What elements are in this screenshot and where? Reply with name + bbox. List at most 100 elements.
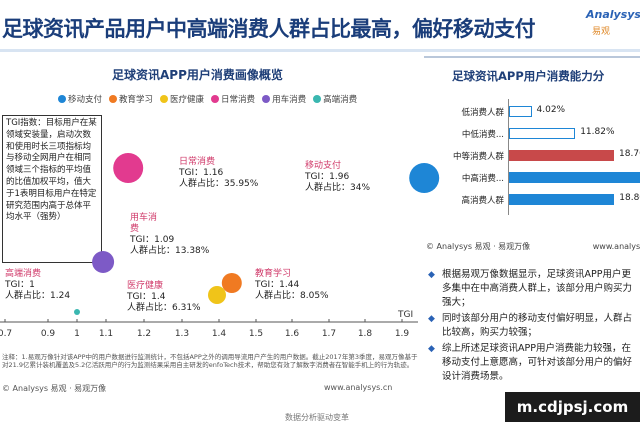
title-divider — [0, 49, 640, 52]
footer-slogan: 数据分析驱动变革 — [285, 413, 349, 422]
legend-item: 教育学习 — [109, 93, 153, 105]
x-tick-label: 1.7 — [322, 329, 336, 339]
point-label-line: TGI：1.16 — [179, 168, 224, 178]
point-label-line: 人群占比：35.95% — [179, 179, 259, 189]
legend-label: 医疗健康 — [170, 95, 205, 105]
brand-logo: Analysys — [586, 8, 640, 21]
footer-url: www.analysys.cn — [324, 383, 393, 392]
legend-label: 教育学习 — [119, 95, 154, 105]
point-label-line: 日常消费 — [179, 157, 216, 167]
bar — [509, 106, 532, 117]
bar-category-label: 中等消费人群 — [452, 152, 504, 162]
point-label: 用车消费 TGI：1.09 人群占比：13.38% — [128, 212, 212, 258]
legend-item: 移动支付 — [58, 93, 102, 105]
legend-swatch — [313, 95, 322, 103]
scatter-point — [409, 163, 440, 193]
legend-item: 医疗健康 — [160, 93, 204, 105]
point-label-line: 高端消费 — [5, 269, 42, 279]
legend-label: 用车消费 — [272, 95, 307, 105]
legend-swatch — [211, 95, 220, 103]
bar — [509, 128, 576, 139]
scatter-point — [113, 153, 144, 183]
point-label-line: 费 — [130, 224, 140, 234]
point-label: 移动支付 TGI：1.96 人群占比：34% — [303, 160, 373, 195]
point-label-line: TGI：1.96 — [305, 172, 350, 182]
point-label-line: 人群占比：1.24 — [5, 291, 71, 301]
title-bar: 足球资讯产品用户中高端消费人群占比最高，偏好移动支付 Analysys 易观 — [0, 0, 640, 52]
x-tick-label: 0.9 — [41, 329, 56, 339]
footer-note: 注释：1.易观万像针对该APP中的用户数据进行监测统计，不包括APP之外的调用导… — [2, 353, 418, 369]
x-tick-label: 1.3 — [175, 329, 189, 339]
bar-category-label: 高消费人群 — [461, 196, 504, 206]
bar-value-label: 4.02% — [536, 105, 566, 115]
legend-label: 高端消费 — [323, 95, 358, 105]
point-label-line: TGI：1.4 — [127, 292, 166, 302]
x-tick-label: 1.4 — [212, 329, 227, 339]
bar-category-label: 中低消费... — [461, 130, 504, 140]
brand-sub: 易观 — [592, 27, 611, 37]
scatter-point — [74, 309, 80, 315]
point-label: 高端消费 TGI：1 人群占比：1.24 — [3, 268, 73, 303]
x-tick-label: 0.7 — [0, 329, 12, 339]
x-tick-label: 1.5 — [249, 329, 263, 339]
legend-item: 高端消费 — [313, 93, 357, 105]
point-label-line: TGI：1.09 — [130, 235, 175, 245]
legend-swatch — [262, 95, 271, 103]
bar — [509, 172, 640, 183]
scatter-point — [208, 286, 226, 304]
bar-title: 足球资讯APP用户消费能力分 — [452, 69, 605, 83]
bar-axis — [508, 99, 509, 215]
insight-bullet: 根据易观万像数据显示，足球资讯APP用户更多集中在中高消费人群上，该部分用户购买… — [428, 268, 640, 310]
bar-panel — [424, 56, 640, 231]
scatter-point — [92, 251, 115, 273]
point-label-line: 人群占比：8.05% — [255, 291, 329, 301]
point-label: 日常消费 TGI：1.16 人群占比：35.95% — [177, 156, 261, 191]
x-axis-label: TGI — [397, 310, 413, 320]
x-tick-label: 1.2 — [137, 329, 151, 339]
scatter-point — [221, 273, 242, 293]
point-label-line: 人群占比：6.31% — [127, 303, 201, 313]
insight-bullet: 综上所述足球资讯APP用户消费能力较强，在移动支付上意愿高，可针对该部分用户的偏… — [428, 342, 640, 384]
legend-item: 日常消费 — [211, 93, 255, 105]
point-label-line: 人群占比：34% — [305, 183, 371, 193]
watermark-badge: m.cdjpsj.com — [505, 392, 640, 422]
point-label-line: 移动支付 — [305, 161, 342, 171]
footer-source: © Analysys 易观 · 易观万像 — [2, 384, 107, 393]
point-label-line: TGI：1 — [5, 280, 35, 290]
legend-swatch — [160, 95, 169, 103]
scatter-title: 足球资讯APP用户消费画像概览 — [112, 68, 283, 82]
bar — [509, 194, 615, 205]
legend-item: 用车消费 — [262, 93, 306, 105]
insight-bullets: 根据易观万像数据显示，足球资讯APP用户更多集中在中高消费人群上，该部分用户购买… — [428, 268, 640, 386]
legend-swatch — [109, 95, 118, 103]
page-title: 足球资讯产品用户中高端消费人群占比最高，偏好移动支付 — [2, 17, 536, 41]
point-label-line: TGI：1.44 — [255, 280, 300, 290]
tgi-note-box: TGI指数：目标用户在某领域安装量，启动次数和使用时长三项指标均与移动全网用户在… — [2, 115, 102, 263]
point-label-line: 用车消 — [130, 213, 158, 223]
legend-label: 日常消费 — [221, 95, 256, 105]
x-tick-label: 1.9 — [395, 329, 410, 339]
legend-swatch — [58, 95, 66, 103]
point-label: 教育学习 TGI：1.44 人群占比：8.05% — [253, 268, 331, 303]
point-label-line: 医疗健康 — [127, 281, 164, 291]
bar-source-right: www.analys — [592, 242, 640, 251]
x-tick-label: 1.8 — [358, 329, 373, 339]
scatter-legend: 移动支付 教育学习 医疗健康 日常消费 用车消费 高端消费 — [58, 93, 357, 105]
x-tick-label: 1.1 — [99, 329, 113, 339]
bar-value-label: 11.82% — [580, 127, 615, 137]
bar — [509, 150, 615, 161]
point-label: 医疗健康 TGI：1.4 人群占比：6.31% — [125, 280, 203, 315]
point-label-line: 人群占比：13.38% — [130, 246, 210, 256]
bar-source: © Analysys 易观 · 易观万像 www.analys — [426, 241, 640, 252]
insight-bullet: 同时该部分用户的移动支付偏好明显，人群占比较高，购买力较强； — [428, 312, 640, 340]
legend-label: 移动支付 — [68, 95, 103, 105]
x-tick-label: 1.6 — [285, 329, 300, 339]
x-tick-label: 1 — [74, 329, 80, 339]
bar-source-left: © Analysys 易观 · 易观万像 — [426, 242, 531, 251]
bar-value-label: 18.76% — [619, 149, 640, 159]
point-label-line: 教育学习 — [255, 269, 292, 279]
bar-category-label: 低消费人群 — [461, 108, 504, 118]
bar-value-label: 18.80% — [619, 193, 640, 203]
